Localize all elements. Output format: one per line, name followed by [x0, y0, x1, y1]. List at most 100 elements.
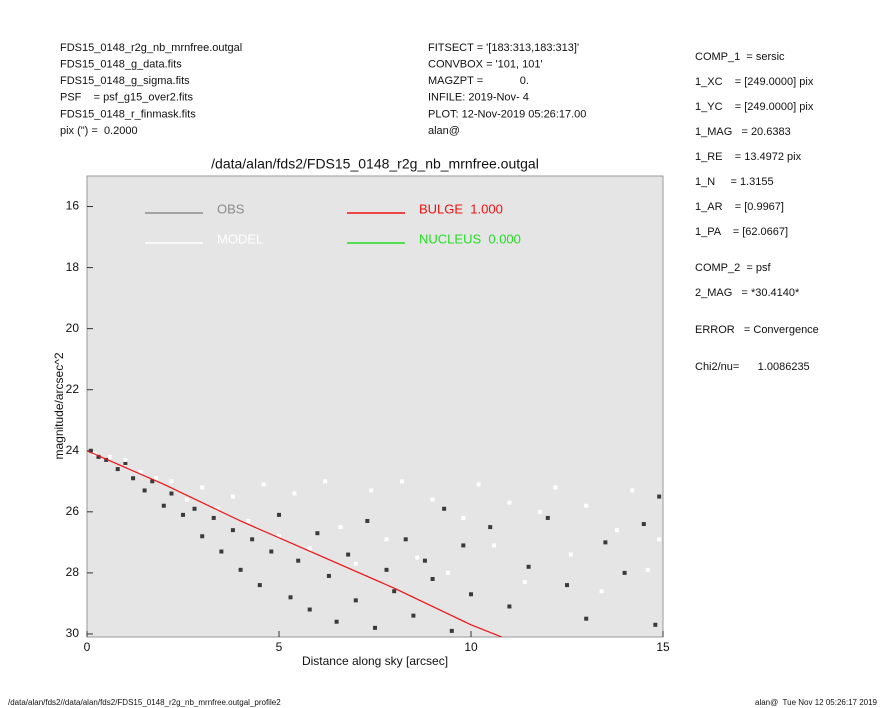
legend-label: MODEL: [217, 231, 263, 246]
fit-parameter: 1_AR = [0.9967]: [695, 201, 784, 213]
y-tick-label: 30: [66, 626, 80, 640]
fit-parameter: Chi2/nu= 1.0086235: [695, 361, 810, 373]
data-point: [392, 589, 397, 594]
data-point: [115, 467, 120, 472]
header-line: FDS15_0148_r_finmask.fits: [60, 108, 196, 120]
data-point: [522, 580, 527, 585]
data-point: [538, 509, 543, 514]
data-point: [277, 534, 281, 539]
data-point: [488, 525, 493, 530]
data-point: [96, 454, 101, 459]
fit-parameter: 1_YC = [249.0000] pix: [695, 101, 814, 113]
data-point: [338, 525, 343, 530]
data-point: [219, 549, 224, 554]
data-point: [181, 512, 185, 517]
data-point: [584, 503, 589, 508]
data-point: [142, 488, 147, 493]
fit-parameter: COMP_1 = sersic: [695, 51, 785, 63]
data-point: [614, 528, 619, 533]
data-point: [565, 583, 569, 588]
data-point: [657, 494, 662, 499]
plot-area: [86, 175, 664, 638]
data-point: [150, 479, 155, 484]
data-point: [169, 479, 174, 484]
data-point: [422, 558, 427, 563]
data-point: [630, 488, 635, 493]
data-point: [277, 512, 281, 517]
data-point: [657, 537, 662, 542]
data-point: [622, 570, 627, 575]
y-tick-label: 22: [66, 382, 80, 396]
data-point: [653, 622, 658, 627]
header-line: MAGZPT = 0.: [428, 75, 529, 87]
data-point: [641, 522, 646, 527]
legend-label: NUCLEUS 0.000: [419, 231, 521, 246]
header-line: FDS15_0148_r2g_nb_mrnfree.outgal: [60, 42, 242, 54]
data-point: [399, 479, 404, 484]
legend-label: OBS: [217, 201, 245, 216]
header-line: pix (") = 0.2000: [60, 125, 138, 137]
data-point: [645, 567, 650, 572]
data-point: [365, 518, 370, 523]
fit-parameter: 1_PA = [62.0667]: [695, 226, 788, 238]
header-line: FDS15_0148_g_sigma.fits: [60, 75, 190, 87]
data-point: [257, 583, 262, 588]
x-tick-label: 10: [464, 640, 478, 654]
data-point: [469, 592, 473, 597]
y-tick-label: 20: [66, 321, 80, 335]
chart-title: /data/alan/fds2/FDS15_0148_r2g_nb_mrnfre…: [211, 156, 539, 172]
data-point: [430, 576, 435, 581]
data-point: [169, 491, 174, 496]
data-point: [307, 607, 312, 612]
data-point: [269, 549, 274, 554]
data-point: [476, 482, 481, 487]
header-line: FITSECT = '[183:313,183:313]': [428, 42, 579, 54]
data-point: [154, 476, 159, 481]
fit-parameter: 1_RE = 13.4972 pix: [695, 151, 802, 163]
data-point: [507, 604, 512, 609]
data-point: [384, 537, 389, 542]
model-line: [87, 450, 502, 637]
data-point: [599, 589, 604, 594]
data-point: [526, 564, 531, 569]
data-point: [326, 573, 331, 578]
data-point: [334, 619, 339, 624]
fit-parameter: COMP_2 = psf: [695, 262, 771, 274]
y-tick-label: 16: [66, 199, 80, 213]
fit-parameter: 2_MAG = *30.4140*: [695, 287, 800, 299]
data-point: [192, 506, 197, 511]
fit-parameter: 1_XC = [249.0000] pix: [695, 76, 814, 88]
data-point: [461, 515, 466, 520]
data-point: [323, 479, 328, 484]
data-point: [415, 555, 420, 560]
y-tick-label: 18: [66, 260, 80, 274]
y-tick-label: 28: [66, 565, 80, 579]
data-point: [373, 625, 377, 630]
data-point: [353, 561, 358, 566]
data-point: [184, 497, 189, 502]
x-tick-label: 0: [84, 640, 91, 654]
header-line: alan@: [428, 125, 460, 137]
data-point: [545, 515, 550, 520]
y-axis-label: magnitude/arcsec^2: [52, 352, 66, 459]
data-point: [288, 595, 293, 600]
data-point: [411, 613, 416, 618]
y-tick-label: 26: [66, 504, 80, 518]
data-point: [161, 503, 166, 508]
y-tick-label: 24: [66, 443, 80, 457]
data-point: [449, 628, 454, 633]
data-point: [246, 518, 251, 523]
fit-parameter: 1_MAG = 20.6383: [695, 126, 791, 138]
header-line: INFILE: 2019-Nov- 4: [428, 92, 529, 104]
fit-parameter: ERROR = Convergence: [695, 324, 819, 336]
data-point: [230, 494, 235, 499]
x-tick-label: 5: [276, 640, 283, 654]
data-point: [353, 598, 358, 603]
data-point: [507, 500, 512, 505]
fit-parameter: 1_N = 1.3155: [695, 176, 774, 188]
data-point: [315, 531, 320, 536]
data-point: [123, 457, 128, 462]
data-point: [230, 528, 235, 533]
